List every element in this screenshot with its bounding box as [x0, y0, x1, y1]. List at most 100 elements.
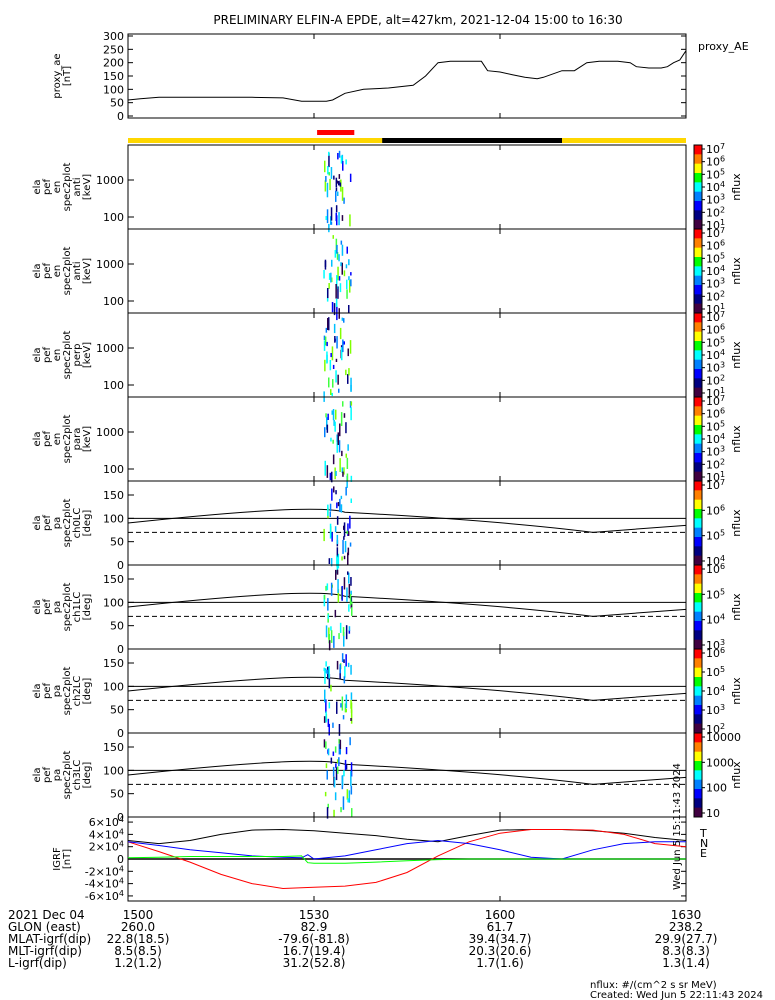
- colorbar-tick-label: 10: [706, 807, 720, 820]
- colorbar-tick-label: 106: [706, 407, 725, 421]
- panel-ch3LC: ela pef pa spec2plot ch3LC [deg] 0 50 100 150 10 10…: [32, 731, 743, 824]
- spectrogram-cell: [338, 757, 340, 767]
- y-axis-label: pa: [52, 601, 63, 613]
- spectrogram-cell: [343, 522, 346, 537]
- colorbar-segment: [694, 369, 702, 379]
- spectrogram-cell: [341, 775, 344, 786]
- spectrogram-cell: [328, 172, 330, 176]
- y-tick-label: 0: [117, 853, 124, 866]
- spectrogram-cell: [343, 676, 346, 684]
- colorbar-segment: [694, 733, 702, 743]
- spectrogram-cell: [336, 275, 338, 289]
- spectrogram-cell: [326, 341, 328, 347]
- spectrogram-cell: [350, 762, 353, 777]
- footer-row-label: GLON (east): [8, 920, 81, 934]
- y-tick-label: 1000: [96, 342, 124, 355]
- spectrogram-cell: [327, 288, 329, 299]
- spectrogram-cell: [331, 392, 333, 397]
- colorbar-segment: [694, 602, 702, 613]
- spectrogram-cell: [343, 341, 345, 345]
- spectrogram-cell: [341, 215, 344, 221]
- y-axis-label: en: [52, 349, 63, 362]
- spectrogram-cell: [331, 346, 334, 361]
- y-axis-label: [nT]: [62, 849, 73, 869]
- spectrogram-cell: [325, 413, 327, 418]
- spectrogram-cell: [350, 272, 352, 276]
- spectrogram-cell: [324, 460, 326, 476]
- spectrogram-cell: [335, 190, 337, 202]
- spectrogram-cell: [345, 264, 348, 269]
- colorbar-segment: [694, 499, 702, 510]
- colorbar-tick-label: 102: [706, 289, 725, 303]
- spectrogram-cell: [336, 701, 338, 714]
- y-axis-label: ch1LC: [72, 592, 83, 623]
- spectrogram-cell: [336, 180, 339, 184]
- spectrogram-cell: [330, 207, 333, 221]
- colorbar-segment: [694, 238, 702, 249]
- spectrogram-cell: [325, 741, 327, 749]
- y-axis-label: [deg]: [82, 510, 93, 537]
- spectrogram-cell: [336, 759, 339, 764]
- colorbar-segment: [694, 565, 702, 575]
- spectrogram-cell: [341, 467, 344, 473]
- y-axis-label: spec2plot: [62, 247, 73, 296]
- spectrogram-cell: [336, 244, 338, 254]
- spectrogram-cell: [341, 586, 343, 601]
- y-axis-label: [deg]: [82, 678, 93, 705]
- spectrogram-cell: [350, 577, 352, 586]
- colorbar-segment: [694, 462, 702, 473]
- y-axis-label: ela: [32, 347, 43, 362]
- spectrogram-cell: [324, 791, 327, 797]
- colorbar-tick-label: 104: [706, 613, 725, 627]
- spectrogram-cell: [349, 401, 352, 408]
- spectrogram-cell: [323, 270, 325, 279]
- tick-label: -2×104: [85, 864, 124, 878]
- y-axis-label: pef: [42, 431, 53, 448]
- spectrogram-cell: [335, 177, 338, 188]
- spectrogram-cell: [334, 421, 336, 432]
- spectrogram-cell: [330, 221, 333, 225]
- spectrogram-cell: [339, 423, 341, 437]
- created-note: Created: Wed Jun 5 22:11:43 2024: [590, 990, 763, 1000]
- colorbar-segment: [694, 406, 702, 417]
- spectrogram-cell: [336, 660, 339, 670]
- spectrogram-cell: [341, 696, 344, 711]
- colorbar-tick-label: 102: [706, 722, 725, 736]
- colorbar-tick-label: 105: [706, 419, 725, 433]
- colorbar-segment: [694, 331, 702, 342]
- series-line-E2: [127, 855, 686, 864]
- y-axis-label: [deg]: [82, 762, 93, 789]
- y-tick-label: 100: [103, 596, 124, 609]
- colorbar-segment: [694, 714, 702, 725]
- spectrogram-cell: [328, 273, 331, 280]
- spectrogram-cell: [336, 502, 338, 509]
- y-axis-label: ch2LC: [72, 676, 83, 707]
- spectrogram-cell: [328, 674, 331, 689]
- spectrogram-cell: [336, 252, 339, 260]
- y-tick-label: 1000: [96, 258, 124, 271]
- spectrogram-cell: [346, 457, 349, 469]
- ephemeris-band: [382, 138, 562, 143]
- panel-frame: [127, 144, 687, 230]
- spectrogram-cell: [345, 486, 347, 496]
- footer-row-value: 29.9(27.7): [655, 932, 718, 946]
- colorbar-segment: [694, 397, 702, 407]
- y-tick-label: 100: [103, 680, 124, 693]
- spectrogram-cell: [330, 272, 332, 283]
- spectrogram-cell: [348, 790, 351, 803]
- colorbar-segment: [694, 770, 702, 781]
- spectrogram-cell: [333, 420, 335, 426]
- spectrogram-cell: [349, 737, 351, 746]
- tick-label: 6×104: [89, 815, 124, 829]
- spectrogram-cell: [349, 280, 351, 293]
- spectrogram-cell: [348, 572, 350, 584]
- spectrogram-cell: [338, 440, 341, 453]
- spectrogram-cell: [326, 424, 329, 433]
- spectrogram-cell: [325, 711, 327, 723]
- spectrogram-cell: [327, 598, 329, 611]
- colorbar-tick-label: 105: [706, 587, 725, 601]
- colorbar-segment: [694, 229, 702, 239]
- footer-row-value: 22.8(18.5): [107, 932, 170, 946]
- spectrogram-cell: [335, 767, 338, 781]
